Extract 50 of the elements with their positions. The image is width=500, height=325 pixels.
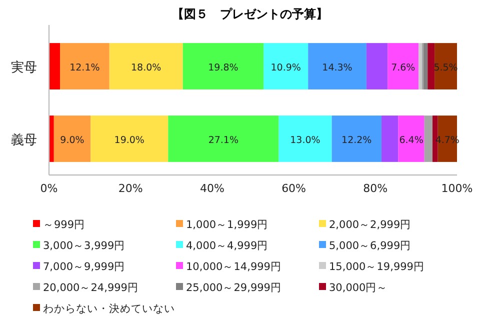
chart-title: 【図５ プレゼントの予算】 <box>172 7 328 21</box>
y-tick-label: 義母 <box>11 132 37 148</box>
bar <box>49 116 54 162</box>
data-label: 12.1% <box>70 62 100 74</box>
legend-label: 2,000～2,999円 <box>329 219 412 231</box>
y-tick-label: 実母 <box>11 59 37 76</box>
bar <box>398 116 424 162</box>
data-label: 9.0% <box>60 134 84 146</box>
bar <box>49 43 60 90</box>
x-tick-label: 80% <box>363 182 388 195</box>
legend-label: ～999円 <box>43 219 86 231</box>
x-tick-label: 40% <box>200 182 224 195</box>
data-label: 19.0% <box>114 134 144 146</box>
legend-label: 3,000～3,999円 <box>43 240 126 252</box>
bar <box>60 43 110 90</box>
legend-label: 15,000～19,999円 <box>329 261 424 273</box>
data-label: 12.2% <box>342 134 372 146</box>
legend-label: 4,000～4,999円 <box>186 240 268 252</box>
bar <box>366 43 388 90</box>
legend-label: 5,000～6,999円 <box>329 240 412 252</box>
x-tick-label: 0% <box>40 182 58 195</box>
bar <box>264 43 308 90</box>
bar <box>382 116 398 162</box>
data-label: 19.8% <box>208 62 238 74</box>
data-label: 6.4% <box>399 134 424 146</box>
legend-label: 30,000円～ <box>329 282 388 294</box>
data-label: 27.1% <box>208 134 239 146</box>
data-label: 14.3% <box>322 62 352 74</box>
legend-label: わからない・決めていない <box>43 302 175 315</box>
legend-label: 20,000～24,999円 <box>43 282 138 294</box>
bar <box>109 43 183 90</box>
legend-label: 10,000～14,999円 <box>186 261 282 273</box>
x-tick-label: 100% <box>441 182 473 195</box>
legend-label: 25,000～29,999円 <box>186 282 282 294</box>
x-tick-label: 20% <box>118 182 143 195</box>
bar <box>90 116 168 162</box>
bar <box>424 116 433 162</box>
bar <box>182 43 264 90</box>
data-label: 7.6% <box>391 62 416 74</box>
legend-label: 7,000～9,999円 <box>43 261 126 273</box>
bar <box>168 116 279 162</box>
bar <box>278 116 332 162</box>
x-tick-label: 60% <box>282 182 306 195</box>
data-label: 10.9% <box>270 62 301 74</box>
data-label: 18.0% <box>131 62 162 74</box>
bar <box>308 43 366 90</box>
data-label: 13.0% <box>290 134 320 146</box>
legend-label: 1,000～1,999円 <box>186 219 268 231</box>
bar <box>332 116 382 162</box>
bar <box>54 116 91 162</box>
